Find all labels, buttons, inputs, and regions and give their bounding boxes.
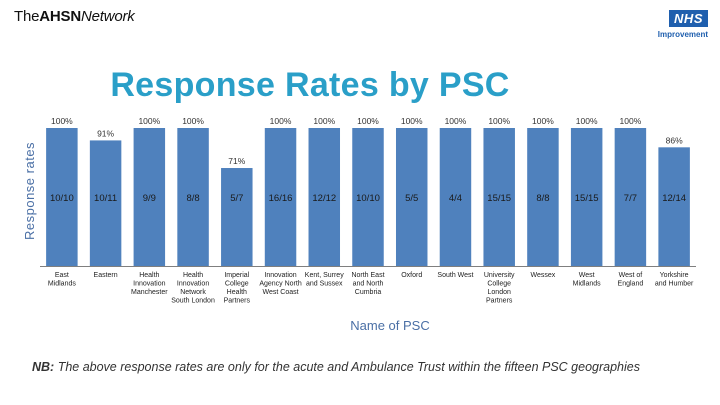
ahsn-network-logo: TheAHSNNetwork: [14, 8, 135, 25]
value-label-13: 100%: [620, 116, 642, 126]
tick-label-2: Health Innovation Manchester: [131, 272, 168, 296]
bar-9: [439, 128, 472, 266]
count-label-9: 4/4: [449, 193, 462, 204]
tick-label-10: University College London Partners: [484, 272, 515, 305]
count-label-12: 15/15: [575, 193, 599, 204]
count-label-1: 10/11: [94, 193, 117, 204]
tick-label-6: Kent, Surrey and Sussex: [305, 272, 344, 288]
value-label-4: 71%: [228, 156, 245, 166]
count-label-14: 12/14: [662, 193, 686, 204]
brand-bold: AHSN: [39, 8, 81, 25]
count-label-11: 8/8: [536, 193, 549, 204]
nhs-improvement-logo: NHS Improvement: [650, 10, 708, 39]
count-label-2: 9/9: [143, 193, 156, 204]
bar-8: [395, 128, 428, 266]
nhs-sub-label: Improvement: [657, 30, 708, 39]
bar-2: [133, 128, 166, 266]
tick-label-3: Health Innovation Network South London: [171, 272, 215, 305]
value-label-11: 100%: [532, 116, 554, 126]
footnote: NB: The above response rates are only fo…: [32, 360, 640, 374]
tick-label-1: Eastern: [94, 272, 118, 279]
bar-5: [264, 128, 297, 266]
value-label-8: 100%: [401, 116, 423, 126]
value-label-1: 91%: [97, 128, 114, 138]
bar-7: [352, 128, 384, 266]
value-label-14: 86%: [666, 135, 683, 145]
value-label-9: 100%: [445, 116, 467, 126]
count-label-5: 16/16: [269, 193, 293, 204]
tick-label-0: East Midlands: [48, 272, 77, 288]
value-label-3: 100%: [182, 116, 204, 126]
value-label-7: 100%: [357, 116, 379, 126]
bar-11: [527, 128, 559, 266]
footnote-prefix: NB:: [32, 360, 55, 374]
count-label-7: 10/10: [356, 193, 380, 204]
bar-14: [658, 147, 690, 266]
count-label-10: 15/15: [487, 193, 511, 204]
count-label-6: 12/12: [312, 193, 336, 204]
chart-title: Response Rates by PSC: [110, 66, 510, 104]
tick-label-7: North East and North Cumbria: [351, 272, 384, 296]
tick-label-12: West Midlands: [573, 272, 602, 288]
value-label-6: 100%: [313, 116, 335, 126]
value-label-12: 100%: [576, 116, 598, 126]
value-label-10: 100%: [488, 116, 510, 126]
brand-prefix: The: [14, 8, 40, 25]
bar-6: [308, 128, 341, 266]
bar-1: [89, 140, 122, 266]
nhs-mark: NHS: [669, 10, 708, 27]
bar-3: [177, 128, 209, 266]
bar-12: [570, 128, 603, 266]
count-label-4: 5/7: [230, 193, 243, 204]
bar-4: [221, 168, 253, 266]
value-label-0: 100%: [51, 116, 73, 126]
count-label-13: 7/7: [624, 193, 637, 204]
value-label-2: 100%: [138, 116, 160, 126]
tick-label-5: Innovation Agency North West Coast: [259, 272, 302, 296]
value-label-5: 100%: [270, 116, 292, 126]
count-label-8: 5/5: [405, 193, 418, 204]
tick-label-13: West of England: [618, 272, 644, 288]
count-label-3: 8/8: [186, 193, 199, 204]
tick-label-11: Wessex: [531, 272, 556, 279]
tick-label-8: Oxford: [401, 272, 422, 279]
x-axis-label: Name of PSC: [350, 318, 430, 333]
tick-label-14: Yorkshire and Humber: [655, 272, 694, 288]
bar-10: [483, 128, 515, 266]
brand-suffix: Network: [80, 8, 135, 25]
bar-13: [614, 128, 647, 266]
tick-label-4: Imperial College Health Partners: [224, 272, 251, 305]
bars-layer: 100% 10/10 East Midlands 91% 10/11 Eastern 100%…: [46, 116, 694, 305]
footnote-text: The above response rates are only for th…: [54, 360, 640, 374]
tick-label-9: South West: [437, 272, 473, 279]
bar-0: [46, 128, 78, 266]
count-label-0: 10/10: [50, 193, 74, 204]
